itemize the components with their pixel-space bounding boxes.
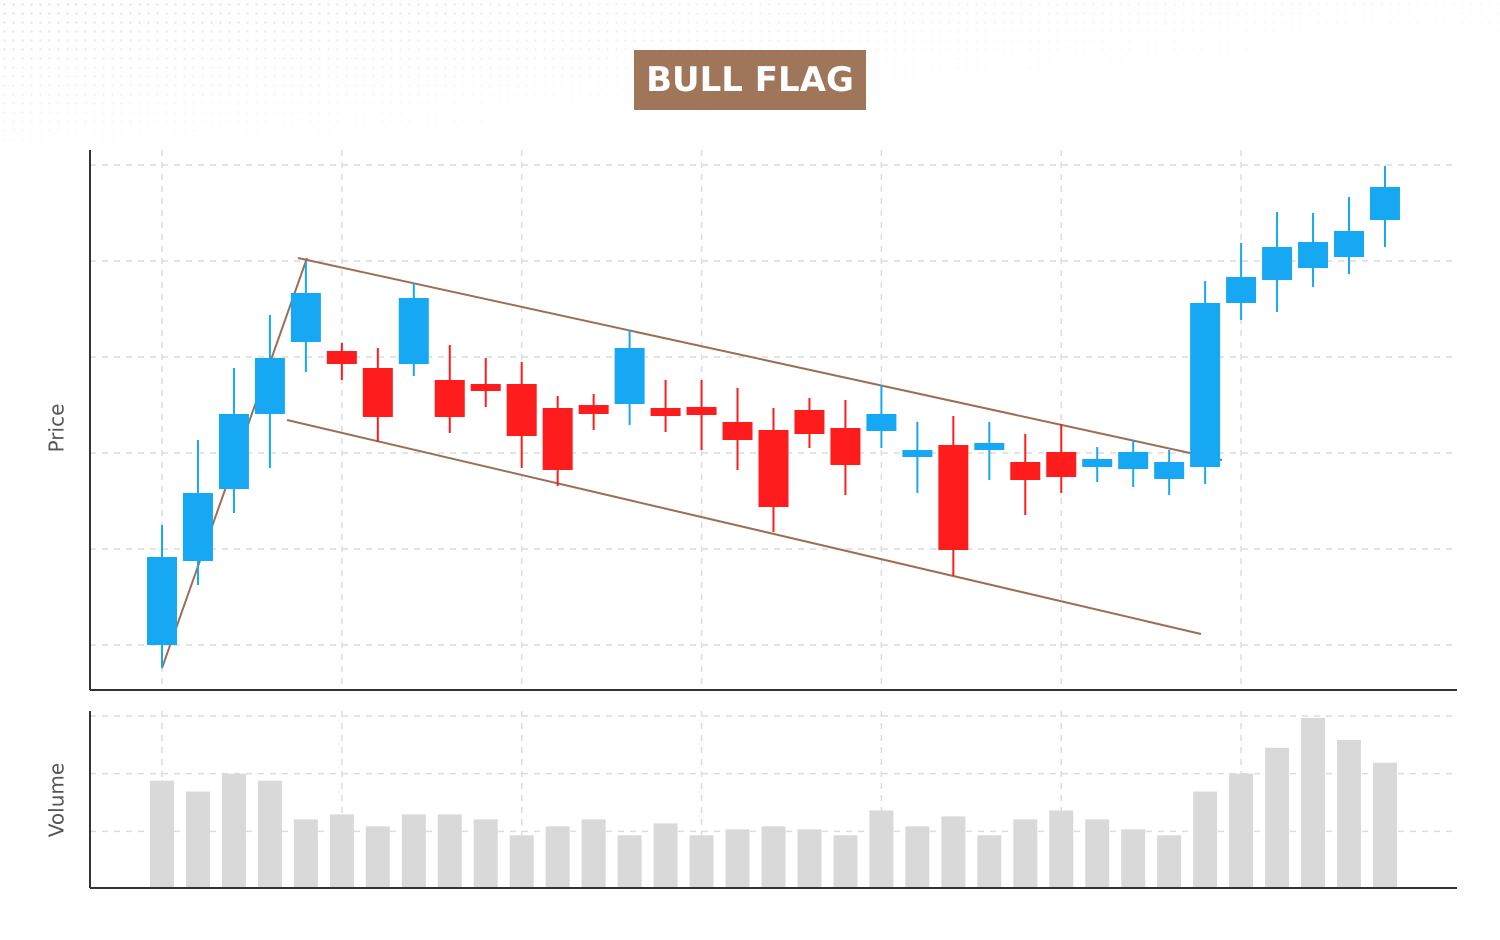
candle-body: [794, 410, 825, 434]
candle-body: [578, 405, 609, 414]
volume-bar: [257, 780, 282, 888]
candle-body: [758, 430, 789, 507]
candle-body: [290, 293, 321, 342]
volume-bar: [1049, 810, 1074, 888]
candle-body: [362, 368, 393, 417]
candle-body: [1154, 462, 1185, 479]
candle-body: [470, 384, 501, 391]
volume-axis-label: Volume: [45, 763, 69, 837]
candle-body: [147, 557, 177, 645]
candle-body: [686, 407, 717, 415]
chart-title: BULL FLAG: [634, 50, 866, 110]
candle-body: [722, 422, 753, 440]
volume-bar: [1372, 762, 1397, 888]
volume-bar: [977, 835, 1002, 888]
volume-bar: [653, 823, 678, 888]
volume-bar: [437, 814, 462, 888]
volume-bar: [1337, 739, 1362, 888]
candle-body: [1298, 242, 1329, 268]
candle-body: [902, 450, 933, 457]
volume-bar: [1301, 717, 1326, 888]
volume-bar: [1013, 819, 1038, 888]
candle-body: [1190, 303, 1221, 467]
volume-bar: [473, 819, 498, 888]
volume-bar: [761, 826, 786, 888]
volume-bar: [905, 826, 930, 888]
candle-body: [434, 380, 465, 417]
volume-bar: [1085, 819, 1110, 888]
volume-bar: [617, 835, 642, 888]
candle-body: [1334, 231, 1365, 257]
candle-body: [614, 348, 645, 404]
volume-bar: [869, 810, 894, 888]
flag-lower-line: [286, 419, 1202, 635]
candle-body: [650, 408, 681, 416]
candle-body: [938, 445, 969, 550]
volume-bar: [221, 773, 246, 888]
candle-body: [1118, 452, 1149, 469]
volume-bar: [545, 826, 570, 888]
candle-body: [1010, 462, 1041, 480]
candle-body: [974, 443, 1005, 450]
flag-upper-line: [297, 257, 1223, 461]
candle-body: [1369, 187, 1400, 220]
candle-body: [866, 414, 897, 431]
candle-body: [218, 414, 249, 489]
candle-body: [1262, 247, 1293, 280]
candle-body: [1082, 459, 1113, 467]
candle-body: [830, 428, 861, 465]
volume-bar: [509, 835, 534, 888]
candle-body: [182, 493, 213, 561]
volume-bar: [1265, 747, 1290, 888]
volume-bar: [185, 791, 210, 888]
volume-bar: [1157, 835, 1182, 888]
volume-bar: [689, 835, 714, 888]
volume-bar: [833, 835, 858, 888]
candle-body: [254, 358, 285, 414]
candle-body: [542, 408, 573, 470]
volume-bar: [797, 829, 822, 888]
volume-bar: [581, 819, 606, 888]
volume-bar: [1229, 773, 1254, 888]
volume-bar: [1193, 791, 1218, 888]
candle-body: [506, 384, 537, 436]
volume-bar: [365, 826, 390, 888]
volume-bar: [1121, 829, 1146, 888]
volume-bar: [725, 829, 750, 888]
candle-body: [398, 298, 429, 364]
volume-bar: [150, 780, 174, 888]
candle-body: [1226, 277, 1257, 303]
volume-bar: [941, 816, 966, 888]
candle-body: [326, 351, 357, 364]
y-axis-label: Price: [45, 404, 69, 453]
volume-bar: [329, 814, 354, 888]
volume-bar: [401, 814, 426, 888]
candle-body: [1046, 452, 1077, 477]
volume-bar: [293, 819, 318, 888]
